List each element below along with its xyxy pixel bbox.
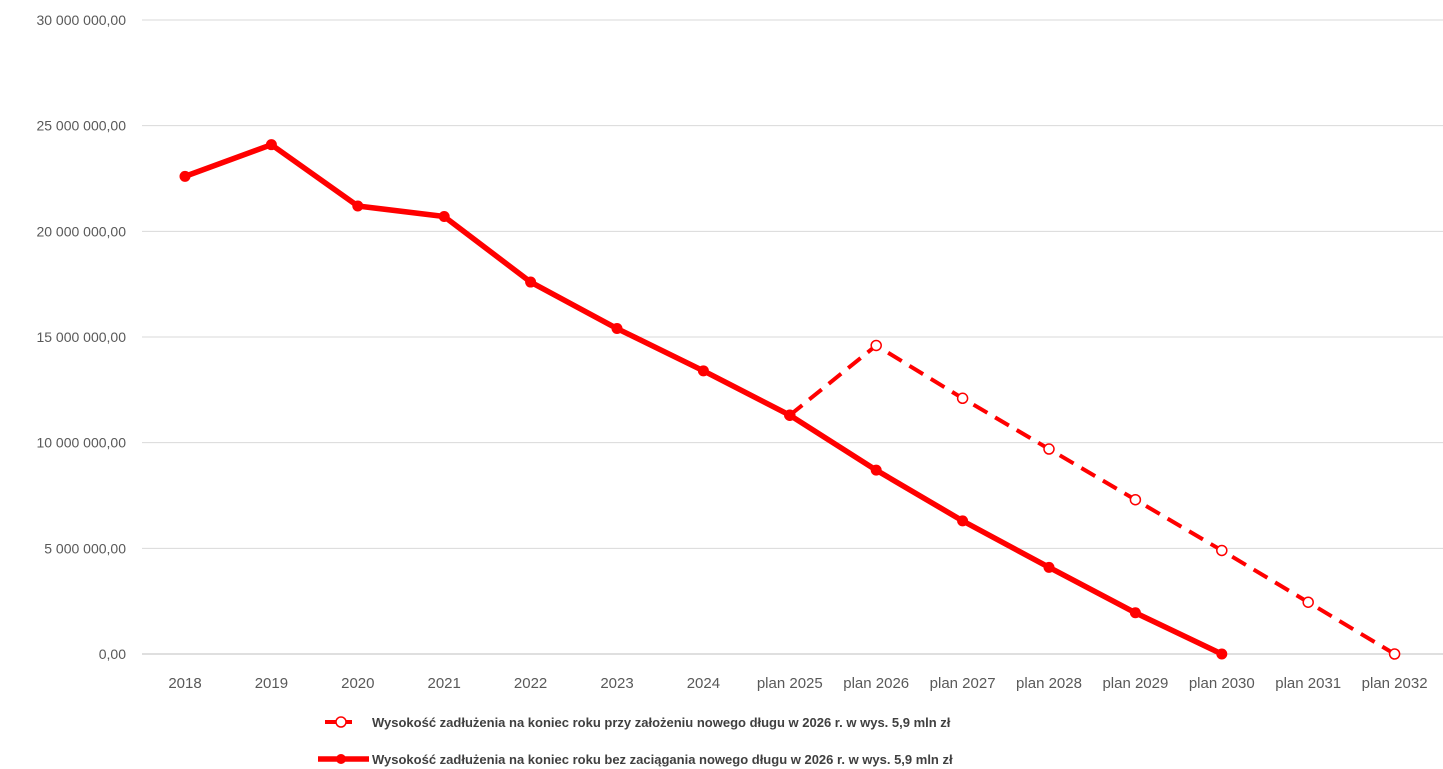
x-tick-label: plan 2027 [930, 675, 996, 692]
legend: Wysokość zadłużenia na koniec roku przy … [318, 715, 953, 767]
legend-item-new-debt: Wysokość zadłużenia na koniec roku przy … [325, 715, 951, 730]
legend-item-no-new-debt: Wysokość zadłużenia na koniec roku bez z… [318, 752, 953, 767]
x-tick-label: 2021 [428, 675, 461, 692]
series-new-debt [784, 339, 1401, 660]
data-point-filled [265, 139, 277, 151]
x-tick-label: 2024 [687, 675, 720, 692]
legend-swatch-filled-marker [336, 754, 346, 764]
y-tick-label: 5 000 000,00 [44, 540, 126, 556]
data-point-hollow [1216, 544, 1228, 557]
series-line-solid [182, 141, 1225, 657]
data-point-filled [784, 409, 796, 421]
y-tick-label: 15 000 000,00 [36, 329, 126, 345]
gridlines [142, 19, 1443, 655]
data-point-hollow [1302, 596, 1314, 608]
data-point-filled [870, 464, 882, 476]
data-point-filled [697, 365, 709, 377]
legend-swatch-hollow-marker [335, 716, 347, 728]
data-point-filled [1043, 561, 1055, 573]
series-line-dashed [788, 343, 1396, 656]
data-point-filled [352, 200, 364, 212]
data-point-hollow [956, 392, 969, 405]
data-point-hollow [1388, 648, 1401, 660]
y-tick-label: 0,00 [99, 646, 126, 662]
x-tick-label: 2018 [168, 675, 201, 692]
data-point-hollow [870, 339, 882, 352]
x-tick-label: plan 2032 [1362, 675, 1428, 692]
y-tick-label: 10 000 000,00 [36, 435, 126, 451]
data-point-filled [525, 276, 537, 288]
x-tick-label: plan 2030 [1189, 675, 1255, 692]
data-point-filled [1129, 607, 1141, 619]
x-tick-label: plan 2028 [1016, 675, 1082, 692]
y-tick-label: 20 000 000,00 [36, 223, 126, 239]
x-tick-label: plan 2026 [843, 675, 909, 692]
y-tick-label: 25 000 000,00 [36, 118, 126, 134]
data-point-filled [179, 170, 191, 182]
x-tick-label: plan 2031 [1275, 675, 1341, 692]
series-lines [179, 139, 1401, 660]
y-tick-label: 30 000 000,00 [36, 12, 126, 28]
x-tick-label: plan 2029 [1102, 675, 1168, 692]
data-point-hollow [1129, 493, 1142, 506]
legend-label-new-debt: Wysokość zadłużenia na koniec roku przy … [372, 715, 951, 730]
data-point-hollow [1043, 443, 1055, 455]
x-axis-tick-labels: 2018 2019 2020 2021 2022 2023 2024 plan 2025 pla… [168, 675, 1427, 692]
data-point-filled [957, 515, 969, 527]
x-tick-label: 2022 [514, 675, 547, 692]
x-tick-label: 2020 [341, 675, 374, 692]
data-point-filled [1216, 648, 1228, 660]
series-no-new-debt [179, 139, 1228, 660]
y-axis-tick-labels: 0,00 5 000 000,00 10 000 000,00 15 000 000,… [36, 12, 126, 662]
data-point-filled [438, 211, 450, 223]
x-tick-label: plan 2025 [757, 675, 823, 692]
x-tick-label: 2019 [255, 675, 288, 692]
legend-label-no-new-debt: Wysokość zadłużenia na koniec roku bez z… [372, 752, 953, 767]
data-point-filled [611, 323, 623, 335]
x-tick-label: 2023 [600, 675, 633, 692]
